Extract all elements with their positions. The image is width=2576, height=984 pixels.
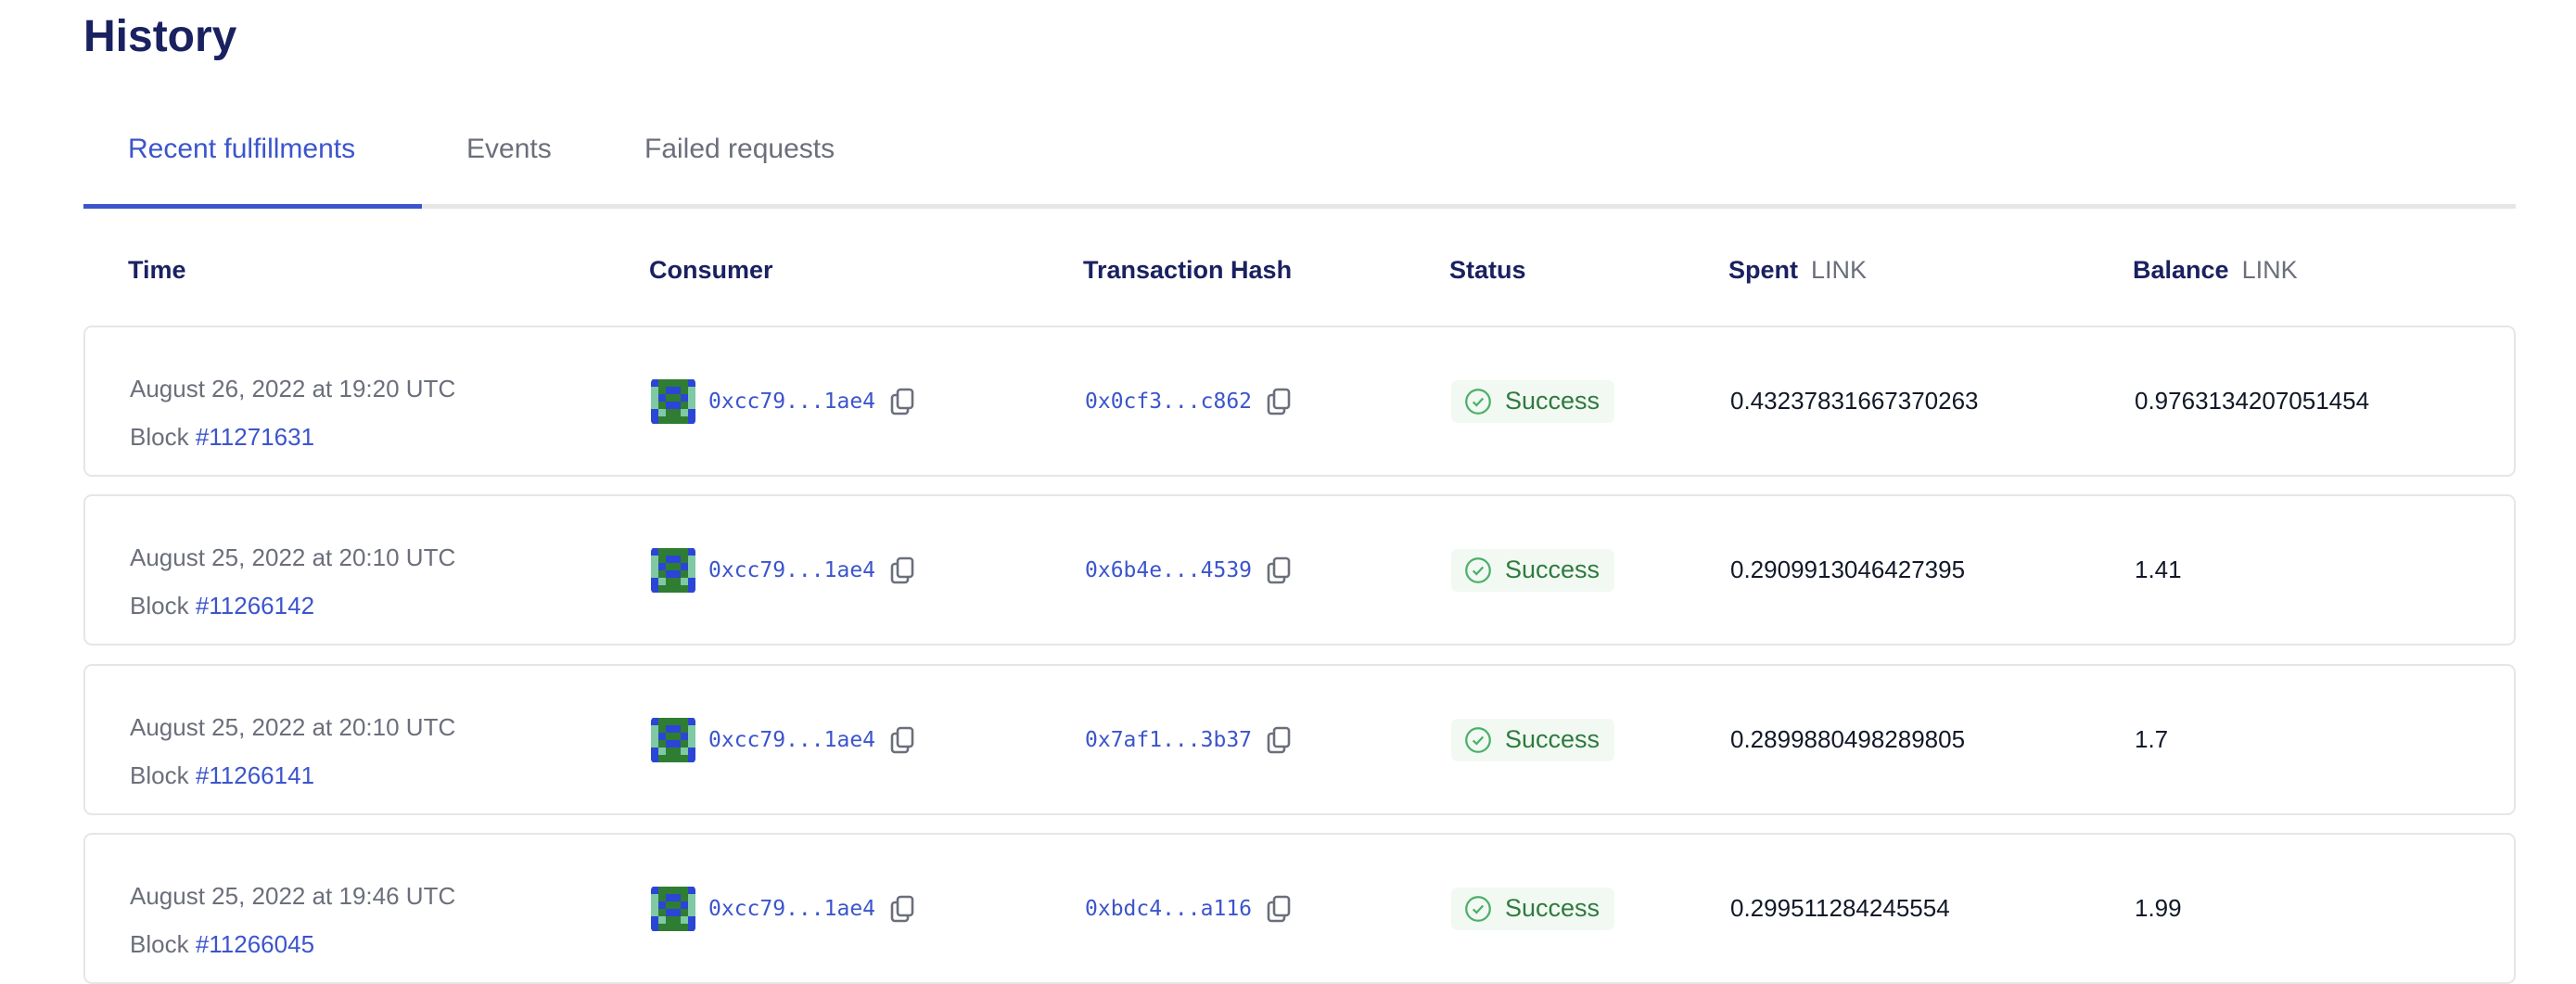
column-header-status: Status	[1449, 256, 1526, 284]
tx-hash-cell: 0xbdc4...a116	[1085, 835, 1291, 982]
consumer-avatar-icon	[651, 378, 695, 424]
consumer-address-link[interactable]: 0xcc79...1ae4	[708, 557, 876, 582]
active-tab-indicator	[83, 204, 422, 209]
time-cell: August 25, 2022 at 20:10 UTC Block #1126…	[130, 533, 455, 630]
status-badge: Success	[1451, 548, 1615, 592]
table-row: August 25, 2022 at 19:46 UTC Block #1126…	[83, 833, 2516, 984]
check-circle-icon	[1465, 388, 1491, 415]
tab-failed-requests[interactable]: Failed requests	[644, 134, 835, 164]
block-link[interactable]: #11266141	[195, 761, 315, 789]
tx-hash-link[interactable]: 0x7af1...3b37	[1085, 727, 1253, 752]
status-text: Success	[1505, 725, 1600, 753]
consumer-avatar-icon	[651, 717, 695, 762]
check-circle-icon	[1465, 726, 1491, 753]
block-label: Block	[130, 761, 189, 789]
consumer-avatar-icon	[651, 547, 695, 593]
column-header-consumer: Consumer	[649, 256, 773, 284]
balance-unit: LINK	[2241, 256, 2298, 284]
tx-hash-cell: 0x6b4e...4539	[1085, 496, 1291, 644]
status-text: Success	[1505, 387, 1600, 415]
status-badge: Success	[1451, 887, 1615, 930]
block-label: Block	[130, 592, 189, 620]
status-cell: Success	[1451, 666, 1615, 813]
column-header-tx-hash: Transaction Hash	[1083, 256, 1293, 284]
block-link[interactable]: #11266045	[195, 930, 315, 958]
check-circle-icon	[1465, 556, 1491, 583]
tab-recent-fulfillments[interactable]: Recent fulfillments	[128, 134, 356, 164]
time-cell: August 25, 2022 at 19:46 UTC Block #1126…	[130, 872, 455, 968]
block-info: Block #11266141	[130, 751, 455, 799]
spent-value: 0.43237831667370263	[1730, 387, 1979, 415]
tab-events[interactable]: Events	[466, 134, 552, 164]
status-badge: Success	[1451, 379, 1615, 423]
tx-hash-link[interactable]: 0x6b4e...4539	[1085, 557, 1253, 582]
page-title: History	[83, 12, 237, 61]
consumer-cell: 0xcc79...1ae4	[651, 666, 914, 813]
copy-icon[interactable]	[1267, 556, 1291, 584]
spent-value: 0.2899880498289805	[1730, 725, 1966, 753]
table-row: August 25, 2022 at 20:10 UTC Block #1126…	[83, 664, 2516, 815]
column-header-time: Time	[128, 256, 186, 284]
consumer-address-link[interactable]: 0xcc79...1ae4	[708, 727, 876, 752]
status-text: Success	[1505, 556, 1600, 583]
block-link[interactable]: #11271631	[195, 423, 315, 451]
consumer-address-link[interactable]: 0xcc79...1ae4	[708, 896, 876, 921]
table-row: August 26, 2022 at 19:20 UTC Block #1127…	[83, 326, 2516, 477]
status-cell: Success	[1451, 496, 1615, 644]
block-link[interactable]: #11266142	[195, 592, 315, 620]
balance-value: 1.7	[2135, 725, 2169, 753]
consumer-cell: 0xcc79...1ae4	[651, 835, 914, 982]
copy-icon[interactable]	[890, 556, 914, 584]
consumer-address-link[interactable]: 0xcc79...1ae4	[708, 389, 876, 414]
spent-value: 0.2909913046427395	[1730, 556, 1966, 583]
copy-icon[interactable]	[1267, 895, 1291, 923]
time-cell: August 25, 2022 at 20:10 UTC Block #1126…	[130, 703, 455, 799]
status-cell: Success	[1451, 327, 1615, 475]
block-info: Block #11266045	[130, 920, 455, 968]
consumer-avatar-icon	[651, 886, 695, 931]
tx-hash-link[interactable]: 0xbdc4...a116	[1085, 896, 1253, 921]
tab-bar: Recent fulfillments Events Failed reques…	[83, 119, 2516, 209]
tx-hash-cell: 0x7af1...3b37	[1085, 666, 1291, 813]
tx-hash-link[interactable]: 0x0cf3...c862	[1085, 389, 1253, 414]
copy-icon[interactable]	[890, 895, 914, 923]
balance-value: 1.41	[2135, 556, 2182, 583]
status-text: Success	[1505, 894, 1600, 922]
copy-icon[interactable]	[890, 388, 914, 415]
consumer-cell: 0xcc79...1ae4	[651, 327, 914, 475]
tx-hash-cell: 0x0cf3...c862	[1085, 327, 1291, 475]
consumer-cell: 0xcc79...1ae4	[651, 496, 914, 644]
spent-unit: LINK	[1811, 256, 1868, 284]
block-label: Block	[130, 423, 189, 451]
spent-value: 0.299511284245554	[1730, 894, 1950, 922]
spent-label: Spent	[1728, 256, 1799, 284]
balance-label: Balance	[2133, 256, 2229, 284]
time-cell: August 26, 2022 at 19:20 UTC Block #1127…	[130, 364, 455, 461]
copy-icon[interactable]	[1267, 726, 1291, 754]
column-header-balance: Balance LINK	[2133, 256, 2298, 285]
block-label: Block	[130, 930, 189, 958]
block-info: Block #11266142	[130, 581, 455, 630]
copy-icon[interactable]	[890, 726, 914, 754]
timestamp: August 26, 2022 at 19:20 UTC	[130, 375, 456, 403]
table-row: August 25, 2022 at 20:10 UTC Block #1126…	[83, 494, 2516, 645]
status-cell: Success	[1451, 835, 1615, 982]
balance-value: 1.99	[2135, 894, 2182, 922]
check-circle-icon	[1465, 895, 1491, 922]
copy-icon[interactable]	[1267, 388, 1291, 415]
timestamp: August 25, 2022 at 20:10 UTC	[130, 713, 456, 741]
block-info: Block #11271631	[130, 413, 455, 461]
column-header-spent: Spent LINK	[1728, 256, 1867, 285]
status-badge: Success	[1451, 718, 1615, 761]
balance-value: 0.9763134207051454	[2135, 387, 2370, 415]
timestamp: August 25, 2022 at 19:46 UTC	[130, 882, 456, 910]
timestamp: August 25, 2022 at 20:10 UTC	[130, 543, 456, 571]
